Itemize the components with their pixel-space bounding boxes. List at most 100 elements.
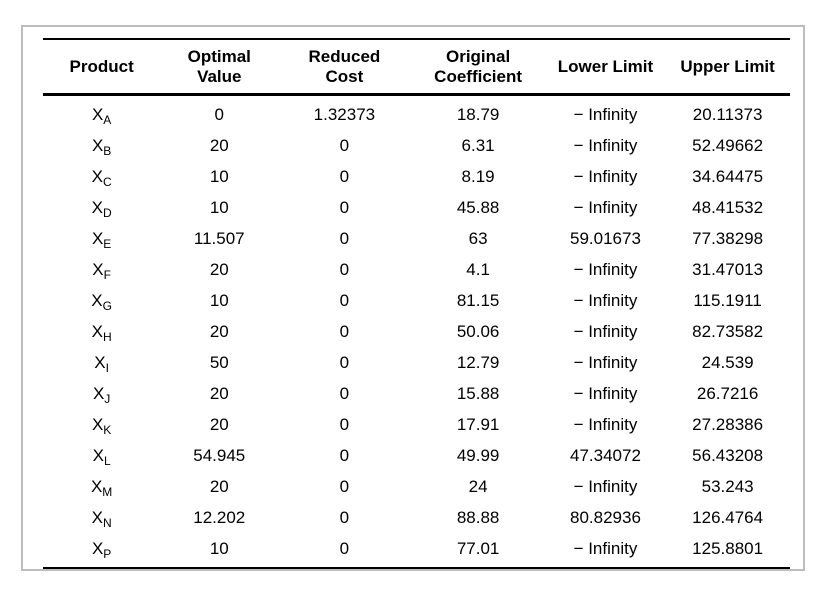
product-cell: XI <box>94 352 109 375</box>
value-cell: 48.41532 <box>692 197 764 217</box>
value-cell: 0 <box>339 476 350 496</box>
product-cell: XG <box>91 290 112 313</box>
product-subscript: E <box>103 236 112 251</box>
table-row: XE 11.507 0 63 59.01673 77.38298 <box>43 223 790 254</box>
value-cell: 26.7216 <box>696 383 759 403</box>
product-subscript: A <box>103 112 112 127</box>
product-cell: XC <box>91 166 112 189</box>
value-cell: 31.47013 <box>692 259 764 279</box>
value-cell: − Infinity <box>573 321 638 341</box>
product-subscript: B <box>103 143 112 158</box>
value-cell: 0 <box>339 197 350 217</box>
value-cell: 53.243 <box>701 476 754 496</box>
table-row: XJ 20 0 15.88 − Infinity 26.7216 <box>43 378 790 409</box>
value-cell: 0 <box>339 228 350 248</box>
table-row: XH 20 0 50.06 − Infinity 82.73582 <box>43 316 790 347</box>
value-cell: 0 <box>339 507 350 527</box>
value-cell: 20 <box>209 476 229 496</box>
value-cell: 20 <box>209 321 229 341</box>
value-cell: 88.88 <box>456 507 500 527</box>
value-cell: − Infinity <box>573 414 638 434</box>
value-cell: 11.507 <box>193 228 245 248</box>
value-cell: 17.91 <box>456 414 500 434</box>
value-cell: − Infinity <box>573 290 638 310</box>
value-cell: 0 <box>339 259 350 279</box>
value-cell: 0 <box>339 321 350 341</box>
table-row: XP 10 0 77.01 − Infinity 125.8801 <box>43 533 790 568</box>
value-cell: 45.88 <box>456 197 500 217</box>
value-cell: 15.88 <box>456 383 500 403</box>
table-row: XI 50 0 12.79 − Infinity 24.539 <box>43 347 790 378</box>
table-row: XK 20 0 17.91 − Infinity 27.28386 <box>43 409 790 440</box>
value-cell: 50 <box>209 352 229 372</box>
value-cell: 54.945 <box>193 445 246 465</box>
value-cell: 0 <box>339 352 350 372</box>
value-cell: 10 <box>209 197 229 217</box>
value-cell: 0 <box>214 104 224 124</box>
table-row: XL 54.945 0 49.99 47.34072 56.43208 <box>43 440 790 471</box>
value-cell: 47.34072 <box>570 445 641 465</box>
product-cell: XK <box>91 414 112 437</box>
value-cell: 20 <box>209 259 229 279</box>
table-row: XC 10 0 8.19 − Infinity 34.64475 <box>43 161 790 192</box>
value-cell: 0 <box>339 135 350 155</box>
column-header-original: Original Coefficient <box>410 39 546 96</box>
value-cell: 50.06 <box>456 321 500 341</box>
value-cell: 52.49662 <box>692 135 764 155</box>
value-cell: 81.15 <box>456 290 500 310</box>
value-cell: − Infinity <box>573 538 638 558</box>
column-header-lower: Lower Limit <box>545 39 666 96</box>
table-row: XB 20 0 6.31 − Infinity 52.49662 <box>43 130 790 161</box>
table-row: XG 10 0 81.15 − Infinity 115.1911 <box>43 285 790 316</box>
value-cell: 12.79 <box>456 352 500 372</box>
value-cell: 6.31 <box>461 135 495 155</box>
value-cell: 126.4764 <box>692 507 764 527</box>
value-cell: 0 <box>339 383 350 403</box>
product-subscript: H <box>102 329 112 344</box>
value-cell: 77.38298 <box>692 228 764 248</box>
value-cell: 27.28386 <box>692 414 764 434</box>
table-row: XN 12.202 0 88.88 80.82936 126.4764 <box>43 502 790 533</box>
value-cell: 0 <box>339 166 350 186</box>
value-cell: − Infinity <box>573 197 638 217</box>
value-cell: 18.79 <box>456 104 500 124</box>
value-cell: 77.01 <box>456 538 500 558</box>
product-subscript: G <box>102 298 112 313</box>
value-cell: 8.19 <box>461 166 495 186</box>
table-row: XA 0 1.32373 18.79 − Infinity 20.11373 <box>43 95 790 131</box>
value-cell: − Infinity <box>573 383 638 403</box>
product-subscript: F <box>103 267 111 282</box>
product-cell: XH <box>91 321 112 344</box>
table-row: XD 10 0 45.88 − Infinity 48.41532 <box>43 192 790 223</box>
value-cell: 59.01673 <box>570 228 641 248</box>
product-subscript: L <box>103 453 111 468</box>
product-cell: XB <box>91 135 112 158</box>
value-cell: 63 <box>468 228 488 248</box>
product-subscript: K <box>103 422 112 437</box>
product-cell: XM <box>90 476 113 499</box>
table-body: XA 0 1.32373 18.79 − Infinity 20.11373 XB 20 0 6.… <box>43 95 790 569</box>
product-subscript: I <box>105 360 109 375</box>
product-subscript: J <box>104 391 111 406</box>
value-cell: − Infinity <box>573 135 638 155</box>
value-cell: 0 <box>339 414 350 434</box>
product-cell: XF <box>92 259 111 282</box>
value-cell: 20 <box>209 383 229 403</box>
header-row: Product Optimal Value Reduced Cost Original… <box>43 39 790 96</box>
product-subscript: P <box>103 546 112 561</box>
value-cell: 0 <box>339 290 350 310</box>
value-cell: 0 <box>339 538 350 558</box>
value-cell: − Infinity <box>573 259 638 279</box>
product-subscript: C <box>102 174 112 189</box>
sensitivity-analysis-table: Product Optimal Value Reduced Cost Original… <box>43 38 790 569</box>
value-cell: 80.82936 <box>570 507 641 527</box>
value-cell: − Infinity <box>573 352 638 372</box>
product-cell: XL <box>92 445 111 468</box>
table-frame: Product Optimal Value Reduced Cost Original… <box>21 25 805 571</box>
value-cell: 49.99 <box>456 445 500 465</box>
value-cell: 12.202 <box>193 507 246 527</box>
column-header-upper: Upper Limit <box>665 39 790 96</box>
table-header: Product Optimal Value Reduced Cost Original… <box>43 39 790 96</box>
product-subscript: D <box>102 205 112 220</box>
value-cell: − Infinity <box>573 166 638 186</box>
